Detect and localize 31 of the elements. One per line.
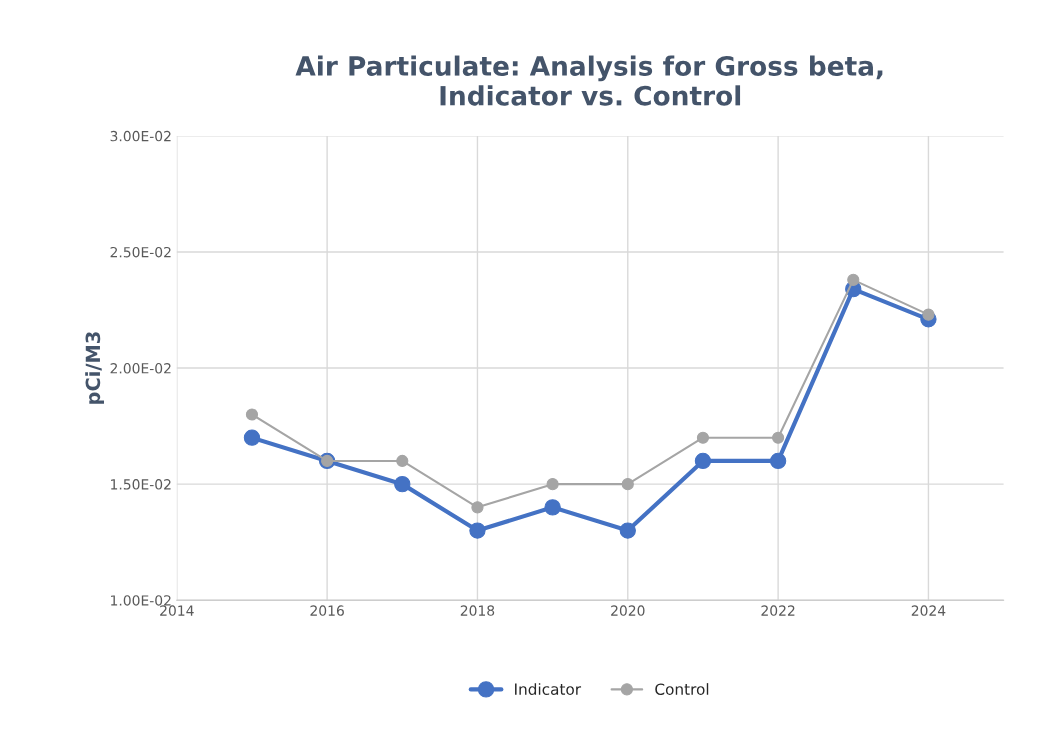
point: [621, 478, 634, 491]
point: [544, 499, 561, 516]
point: [922, 308, 935, 321]
point: [769, 452, 787, 470]
x-tick-label: 2022: [761, 605, 795, 616]
legend-label: Control: [655, 683, 709, 695]
y-tick-label: 1.00E-02: [111, 595, 171, 606]
x-tick-label: 2024: [911, 605, 946, 616]
x-tick-label: 2020: [611, 605, 645, 616]
point: [694, 452, 712, 470]
point: [396, 454, 409, 467]
y-tick-label: 2.50E-02: [110, 246, 171, 258]
point: [394, 475, 411, 493]
legend-label: Indicator: [515, 683, 582, 695]
x-tick-label: 2014: [160, 605, 194, 616]
chart-title: Air Particulate: Analysis for Gross beta, Indicator vs. Control: [295, 55, 883, 106]
point: [243, 429, 261, 446]
point: [245, 408, 259, 421]
point: [546, 478, 559, 491]
point: [469, 522, 486, 539]
point: [696, 431, 710, 444]
x-tick-label: 2016: [310, 605, 344, 616]
y-axis-title: pCi/M3: [85, 332, 104, 404]
y-tick-label: 3.00E-02: [110, 130, 171, 142]
point: [471, 501, 484, 514]
point: [619, 522, 636, 539]
point: [847, 273, 860, 286]
y-tick-label: 2.00E-02: [110, 363, 171, 374]
point: [772, 431, 785, 444]
x-tick-label: 2018: [460, 605, 495, 616]
y-tick-label: 1.50E-02: [111, 479, 171, 490]
